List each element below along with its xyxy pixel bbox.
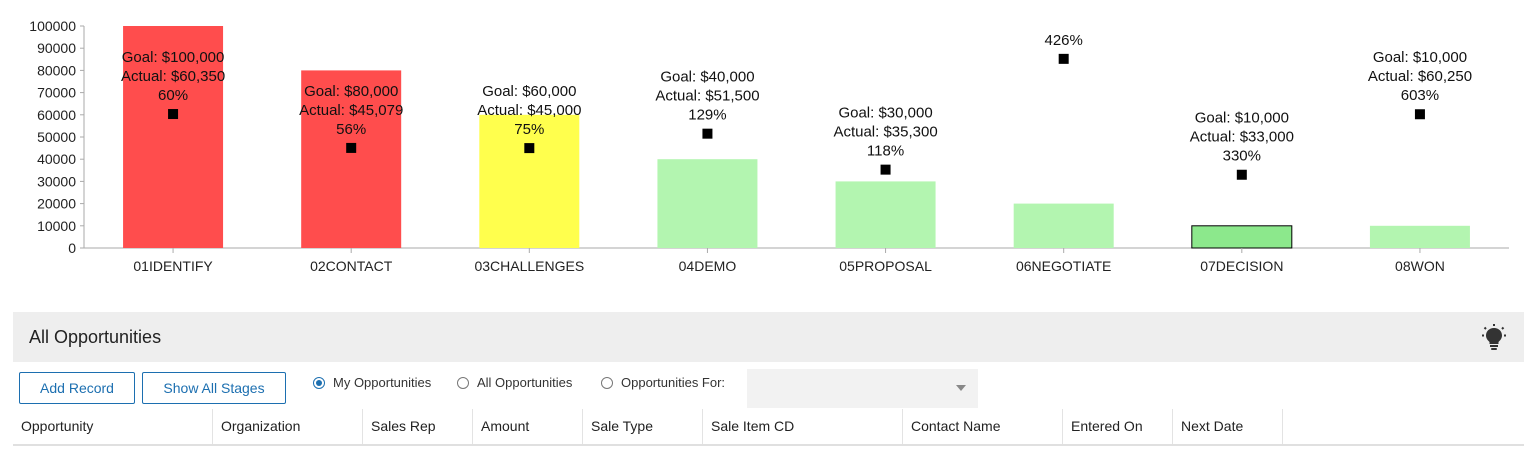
radio-selected-icon[interactable] [313,376,325,389]
radio-for-label: Opportunities For: [621,375,726,390]
column-header-sale-type[interactable]: Sale Type [583,409,703,444]
data-label: 603% [1401,87,1439,104]
x-tick-label: 06NEGOTIATE [1016,258,1111,274]
opportunities-for-select[interactable] [747,369,978,408]
actual-marker [1414,109,1425,120]
goal-bar [1013,203,1114,248]
radio-my-label: My Opportunities [333,375,432,390]
goal-bar [479,114,580,248]
y-tick-label: 50000 [37,129,76,145]
y-tick-label: 90000 [37,40,76,56]
actual-marker [702,128,713,139]
panel-title: All Opportunities [29,327,162,347]
y-tick-label: 80000 [37,62,76,78]
radio-all-opportunities[interactable]: All Opportunities [457,375,572,390]
actual-marker [168,109,179,120]
data-label: Goal: $100,000 [122,49,225,66]
chevron-down-icon[interactable] [956,385,966,391]
add-record-button[interactable]: Add Record [19,372,135,404]
actual-marker [1236,169,1247,180]
column-header-sale-item-cd[interactable]: Sale Item CD [703,409,903,444]
data-label: 129% [688,107,726,124]
goal-bar [123,26,224,248]
goal-bar [1369,225,1470,248]
y-tick-label: 70000 [37,85,76,101]
column-header-sales-rep[interactable]: Sales Rep [363,409,473,444]
data-label: Actual: $45,000 [477,102,581,119]
data-label: Goal: $10,000 [1373,49,1467,66]
radio-opportunities-for[interactable]: Opportunities For: [601,375,725,390]
x-tick-label: 01IDENTIFY [133,258,213,274]
data-label: Actual: $45,079 [299,102,403,119]
data-label: Actual: $35,300 [833,124,937,141]
column-header-contact-name[interactable]: Contact Name [903,409,1063,444]
y-tick-label: 0 [68,240,76,256]
data-label: Actual: $33,000 [1190,129,1294,146]
actual-marker [346,142,357,153]
lightbulb-icon[interactable] [1480,324,1508,352]
y-tick-label: 30000 [37,173,76,189]
data-label: Goal: $60,000 [482,83,576,100]
data-label: 75% [514,121,544,138]
x-tick-label: 08WON [1395,258,1445,274]
y-tick-label: 10000 [37,218,76,234]
all-opportunities-header: All Opportunities [13,312,1524,362]
goal-bar [1191,225,1293,249]
x-tick-label: 02CONTACT [310,258,393,274]
actual-marker [1058,53,1069,64]
radio-unselected-icon[interactable] [601,376,613,389]
actual-marker [880,164,891,175]
data-label: Actual: $60,350 [121,68,225,85]
y-tick-label: 60000 [37,107,76,123]
data-label: 426% [1045,32,1083,49]
radio-unselected-icon[interactable] [457,376,469,389]
actual-marker [524,143,535,154]
data-label: Goal: $80,000 [304,83,398,100]
goal-bar [301,70,402,249]
y-tick-label: 100000 [29,18,76,34]
radio-my-opportunities[interactable]: My Opportunities [313,375,431,390]
data-label: 56% [336,121,366,138]
show-all-stages-button[interactable]: Show All Stages [142,372,286,404]
data-label: 330% [1223,148,1261,165]
column-header-organization[interactable]: Organization [213,409,363,444]
opportunities-table-header: Opportunity Organization Sales Rep Amoun… [13,409,1524,446]
x-tick-label: 05PROPOSAL [839,258,932,274]
goal-bar [835,181,936,248]
x-tick-label: 04DEMO [679,258,737,274]
column-header-amount[interactable]: Amount [473,409,583,444]
column-header-opportunity[interactable]: Opportunity [13,409,213,444]
data-label: Goal: $40,000 [660,69,754,86]
x-tick-label: 07DECISION [1200,258,1283,274]
data-label: 118% [867,143,904,160]
data-label: Actual: $51,500 [655,88,759,105]
goal-bar [657,159,758,248]
data-label: 60% [158,87,188,104]
goal-vs-actual-chart: 0 10000 20000 30000 40000 50000 60000 70000 8000… [29,18,1509,274]
data-label: Goal: $10,000 [1195,110,1289,127]
y-tick-label: 40000 [37,151,76,167]
data-label: Actual: $60,250 [1368,68,1472,85]
radio-all-label: All Opportunities [477,375,573,390]
column-header-entered-on[interactable]: Entered On [1063,409,1173,444]
column-header-next-date[interactable]: Next Date [1173,409,1283,444]
data-label: Goal: $30,000 [838,105,932,122]
y-tick-label: 20000 [37,196,76,212]
x-tick-label: 03CHALLENGES [474,258,584,274]
